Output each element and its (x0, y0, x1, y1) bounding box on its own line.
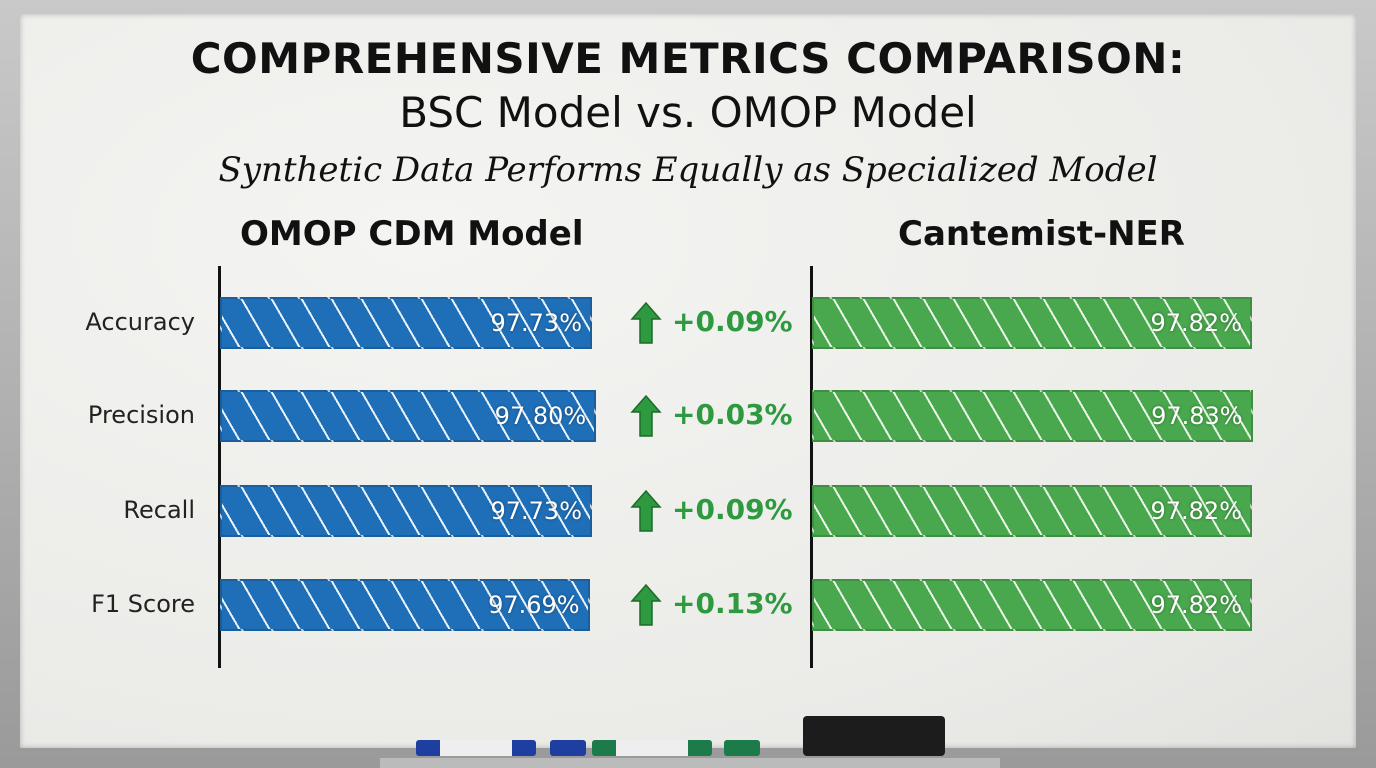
up-arrow-icon (630, 489, 662, 532)
blue-marker-cap (550, 740, 586, 756)
omop-bar: 97.80% (220, 390, 597, 442)
difference-label: +0.03% (672, 398, 793, 431)
cantemist-axis (810, 266, 813, 668)
chart-subtitle: BSC Model vs. OMOP Model (399, 88, 977, 137)
omop-bar: 97.69% (220, 579, 590, 631)
marker-tray (380, 758, 1000, 768)
cantemist-bar: 97.83% (812, 390, 1253, 442)
omop-bar: 97.73% (220, 297, 592, 349)
up-arrow-icon (630, 301, 662, 344)
data-label: 97.82% (1150, 309, 1242, 337)
data-label: 97.69% (488, 591, 580, 619)
data-label: 97.83% (1151, 402, 1243, 430)
data-label: 97.73% (490, 309, 582, 337)
category-label: Accuracy (85, 308, 195, 336)
eraser (803, 716, 945, 756)
cantemist-panel-title: Cantemist-NER (898, 214, 1185, 254)
green-marker-cap (724, 740, 760, 756)
chart-tagline: Synthetic Data Performs Equally as Speci… (218, 150, 1158, 190)
omop-panel-title: OMOP CDM Model (240, 214, 584, 254)
cantemist-bar: 97.82% (812, 485, 1252, 537)
omop-bar: 97.73% (220, 485, 592, 537)
data-label: 97.82% (1150, 497, 1242, 525)
green-marker (592, 740, 712, 756)
category-label: F1 Score (91, 590, 195, 618)
cantemist-bar: 97.82% (812, 579, 1252, 631)
up-arrow-icon (630, 394, 662, 437)
difference-label: +0.09% (672, 305, 793, 338)
difference-label: +0.09% (672, 493, 793, 526)
omop-axis (218, 266, 221, 668)
blue-marker (416, 740, 536, 756)
category-label: Precision (87, 401, 195, 429)
data-label: 97.80% (494, 402, 587, 430)
difference-label: +0.13% (672, 587, 793, 620)
chart-title: COMPREHENSIVE METRICS COMPARISON: (190, 34, 1186, 83)
data-label: 97.82% (1150, 591, 1242, 619)
cantemist-bar: 97.82% (812, 297, 1252, 349)
up-arrow-icon (630, 583, 662, 626)
category-label: Recall (123, 496, 195, 524)
data-label: 97.73% (490, 497, 582, 525)
